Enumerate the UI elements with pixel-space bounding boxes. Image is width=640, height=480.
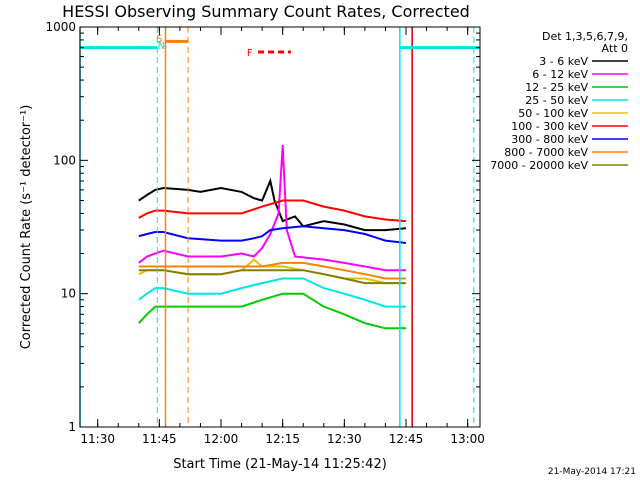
legend-entry: 800 - 7000 keV xyxy=(504,146,588,159)
y-axis-label: Corrected Count Rate (s⁻¹ detector⁻¹) xyxy=(19,105,34,350)
timestamp: 21-May-2014 17:21 xyxy=(548,467,636,477)
legend-entry: 50 - 100 keV xyxy=(518,107,588,120)
series-line xyxy=(138,292,406,330)
legend-header-line1: Det 1,3,5,6,7,9, xyxy=(542,30,628,43)
y-tick-label: 100 xyxy=(53,153,76,167)
y-tick-label: 10 xyxy=(61,287,76,301)
legend-entry: 25 - 50 keV xyxy=(525,94,588,107)
x-tick-label: 13:00 xyxy=(450,432,485,446)
legend-entry: 3 - 6 keV xyxy=(539,55,588,68)
x-tick-label: 12:45 xyxy=(389,432,424,446)
plot-frame xyxy=(79,26,481,428)
x-tick-label: 12:30 xyxy=(327,432,362,446)
series-line xyxy=(138,199,407,223)
y-tick-label: 1000 xyxy=(45,20,76,34)
legend-entry: 100 - 300 keV xyxy=(511,120,588,133)
legend-header-line2: Att 0 xyxy=(602,42,628,55)
series-layer xyxy=(138,145,407,330)
x-tick-label: 12:00 xyxy=(204,432,239,446)
flag-mark: S xyxy=(156,34,162,45)
x-axis-label: Start Time (21-May-14 11:25:42) xyxy=(173,457,387,472)
legend-entry: 6 - 12 keV xyxy=(532,68,588,81)
chart-title: HESSI Observing Summary Count Rates, Cor… xyxy=(62,2,470,21)
series-line xyxy=(138,269,406,285)
series-line xyxy=(138,145,406,272)
series-line xyxy=(138,261,406,280)
legend-entry: 7000 - 20000 keV xyxy=(490,159,588,172)
tick-layer: 1 10 100 1000 11:30 11:45 12:00 12:15 12:30 12:45… xyxy=(45,20,485,446)
legend-entry: 300 - 800 keV xyxy=(511,133,588,146)
series-line xyxy=(138,277,406,308)
flag-mark: F xyxy=(247,48,253,59)
series-line xyxy=(138,225,407,244)
x-tick-label: 11:45 xyxy=(142,432,177,446)
x-tick-label: 12:15 xyxy=(265,432,300,446)
series-line xyxy=(138,258,406,285)
y-tick-label: 1 xyxy=(68,420,76,434)
flag-layer: SN F xyxy=(79,27,480,427)
series-line xyxy=(138,177,407,232)
legend-entry: 12 - 25 keV xyxy=(525,81,588,94)
x-tick-label: 11:30 xyxy=(80,432,115,446)
flag-mark: N xyxy=(158,41,165,52)
